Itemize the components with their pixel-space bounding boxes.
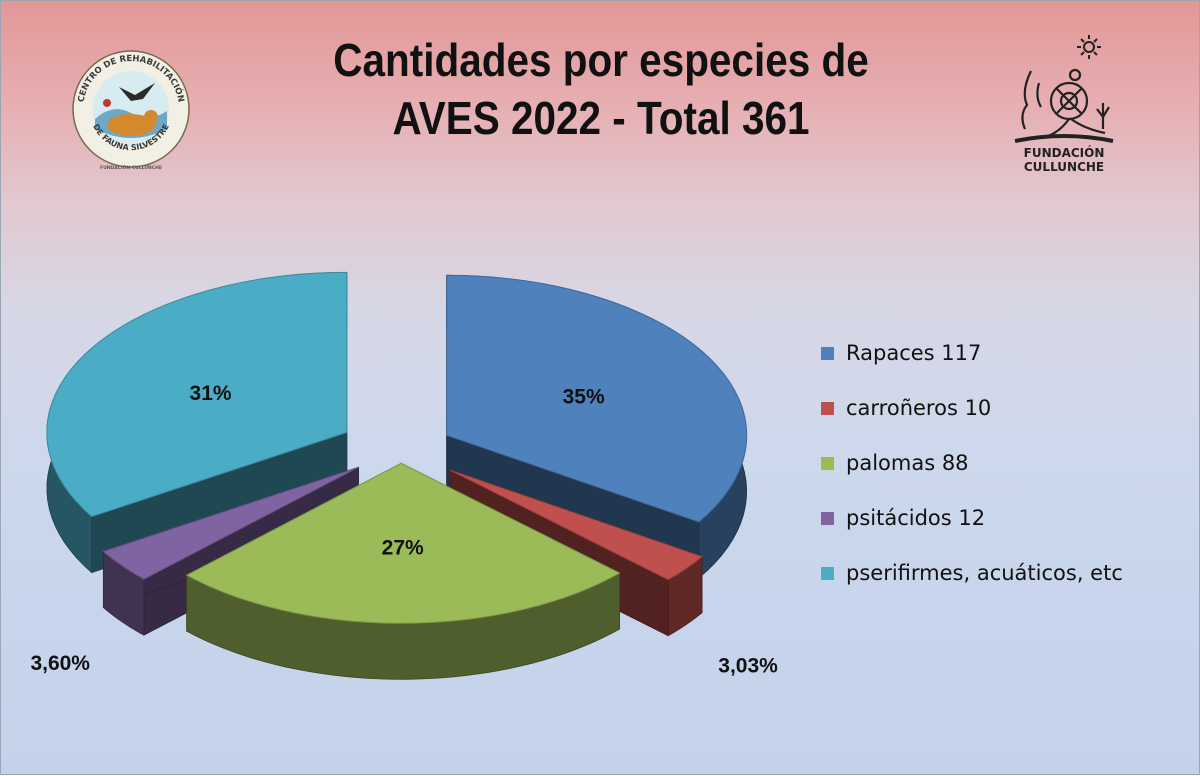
logo-right-line-2: CULLUNCHE [1024, 160, 1104, 174]
logo-left-small-text: FUNDACIÓN CULLUNCHE [100, 164, 162, 171]
sun-icon [1077, 35, 1101, 59]
legend-item-1: Rapaces 117 [821, 339, 1123, 367]
percent-label-3: 27% [382, 536, 424, 559]
chart-title: Cantidades por especies de AVES 2022 - T… [284, 31, 918, 147]
logo-right-line-1: FUNDACIÓN [1024, 145, 1105, 160]
legend-label-3: palomas 88 [846, 451, 969, 475]
legend-swatch-5 [821, 566, 834, 580]
legend-swatch-3 [821, 456, 834, 470]
percent-label-4: 3,60% [30, 652, 90, 675]
legend-label-5: pserifirmes, acuáticos, etc [846, 561, 1123, 585]
pie-slice-5-top [46, 271, 348, 518]
pie-slice-3 [185, 462, 621, 680]
rehabilitation-center-logo: CENTRO DE REHABILITACIÓN DE FAUNA SILVES… [72, 50, 190, 171]
pie-slice-1-top [446, 274, 748, 523]
pie-slice-5 [46, 271, 348, 574]
legend-label-2: carroñeros 10 [846, 396, 992, 420]
percent-label-2: 3,03% [718, 655, 778, 678]
pie-slice-2-top [449, 469, 704, 581]
percent-label-5: 31% [190, 382, 232, 405]
legend-item-5: pserifirmes, acuáticos, etc [821, 559, 1123, 587]
legend-label-4: psitácidos 12 [846, 506, 986, 530]
legend-label-1: Rapaces 117 [846, 341, 982, 365]
title-line-1: Cantidades por especies de [333, 34, 869, 86]
fundacion-cullunche-logo: FUNDACIÓN CULLUNCHE [1014, 35, 1114, 174]
petroglyph-figure-icon [1021, 68, 1110, 139]
legend-swatch-4 [821, 511, 834, 525]
legend-swatch-1 [821, 346, 834, 360]
legend-item-2: carroñeros 10 [821, 394, 1123, 422]
pie-slice-4-top [102, 466, 359, 580]
pie-slice-3-top [185, 462, 621, 624]
title-line-2: AVES 2022 - Total 361 [392, 92, 810, 144]
legend-item-4: psitácidos 12 [821, 504, 1123, 532]
percent-label-1: 35% [563, 385, 605, 408]
chart-legend: Rapaces 117 carroñeros 10 palomas 88 psitác… [821, 339, 1123, 614]
legend-swatch-2 [821, 401, 834, 415]
legend-item-3: palomas 88 [821, 449, 1123, 477]
